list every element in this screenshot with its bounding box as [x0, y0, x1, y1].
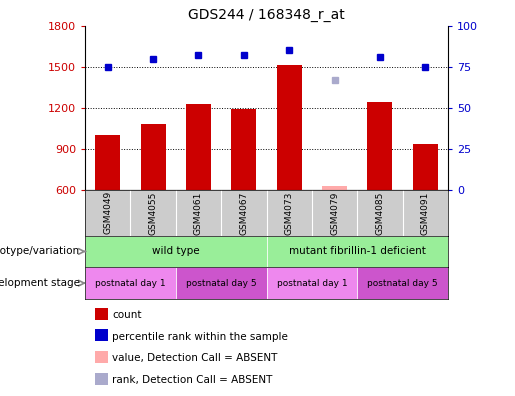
Bar	[413, 143, 438, 190]
Text: development stage: development stage	[0, 278, 80, 288]
Bar	[231, 109, 256, 190]
Text: postnatal day 5: postnatal day 5	[186, 279, 256, 287]
Bar	[277, 65, 302, 190]
Title: GDS244 / 168348_r_at: GDS244 / 168348_r_at	[188, 8, 345, 22]
Text: count: count	[112, 310, 142, 320]
Text: GSM4073: GSM4073	[285, 191, 294, 234]
Bar	[357, 267, 448, 299]
Text: GSM4079: GSM4079	[330, 191, 339, 234]
Text: GSM4055: GSM4055	[148, 191, 158, 234]
Text: mutant fibrillin-1 deficient: mutant fibrillin-1 deficient	[289, 246, 426, 257]
Text: postnatal day 5: postnatal day 5	[367, 279, 438, 287]
Text: percentile rank within the sample: percentile rank within the sample	[112, 331, 288, 342]
Bar	[85, 236, 267, 267]
Text: GSM4085: GSM4085	[375, 191, 385, 234]
Bar	[322, 186, 347, 190]
Text: wild type: wild type	[152, 246, 199, 257]
Bar	[267, 236, 448, 267]
Text: value, Detection Call = ABSENT: value, Detection Call = ABSENT	[112, 353, 278, 364]
Text: GSM4091: GSM4091	[421, 191, 430, 234]
Text: GSM4067: GSM4067	[239, 191, 248, 234]
Bar	[186, 104, 211, 190]
Bar	[267, 267, 357, 299]
Text: GSM4061: GSM4061	[194, 191, 203, 234]
Bar	[176, 267, 267, 299]
Text: postnatal day 1: postnatal day 1	[277, 279, 347, 287]
Bar	[141, 124, 165, 190]
Text: rank, Detection Call = ABSENT: rank, Detection Call = ABSENT	[112, 375, 272, 385]
Text: postnatal day 1: postnatal day 1	[95, 279, 166, 287]
Bar	[85, 267, 176, 299]
Bar	[368, 103, 392, 190]
Text: GSM4049: GSM4049	[103, 191, 112, 234]
Bar	[95, 135, 120, 190]
Text: genotype/variation: genotype/variation	[0, 246, 80, 257]
